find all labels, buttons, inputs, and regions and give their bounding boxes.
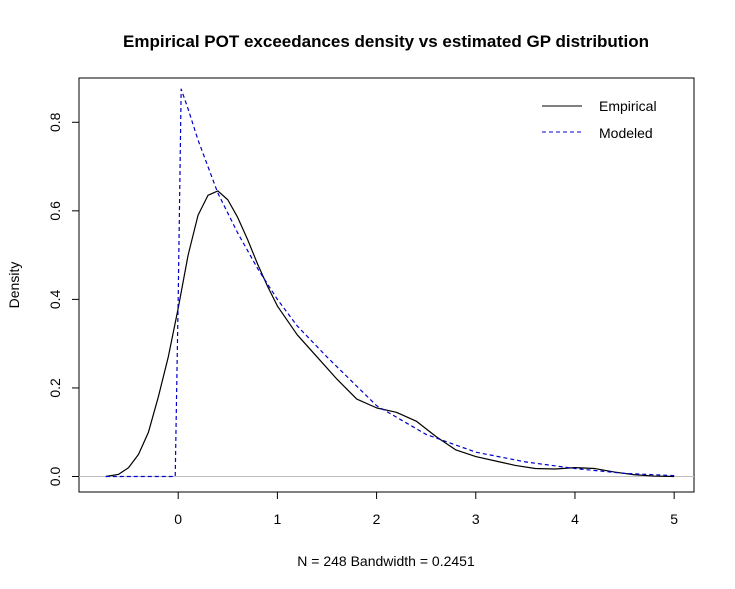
y-tick-label: 0.4: [47, 289, 63, 309]
y-tick-label: 0.8: [47, 112, 63, 132]
chart-title: Empirical POT exceedances density vs est…: [123, 32, 649, 51]
y-tick-label: 0.0: [47, 467, 63, 487]
x-tick-label: 3: [472, 511, 480, 527]
legend: Empirical Modeled: [542, 98, 657, 141]
x-axis: 0 1 2 3 4 5: [174, 491, 678, 527]
x-axis-label: N = 248 Bandwidth = 0.2451: [297, 553, 475, 569]
y-tick-label: 0.6: [47, 201, 63, 221]
x-tick-label: 2: [373, 511, 381, 527]
y-tick-label: 0.2: [47, 378, 63, 398]
x-tick-label: 1: [273, 511, 281, 527]
x-tick-label: 0: [174, 511, 182, 527]
y-axis: 0.0 0.2 0.4 0.6 0.8: [47, 112, 80, 487]
series-line-modeled: [105, 88, 675, 478]
series-line-empirical: [105, 190, 675, 478]
x-tick-label: 4: [571, 511, 579, 527]
series-layer: [105, 88, 675, 478]
x-tick-label: 5: [670, 511, 678, 527]
y-axis-label: Density: [6, 262, 22, 309]
legend-label-empirical: Empirical: [599, 98, 657, 114]
legend-label-modeled: Modeled: [599, 125, 653, 141]
